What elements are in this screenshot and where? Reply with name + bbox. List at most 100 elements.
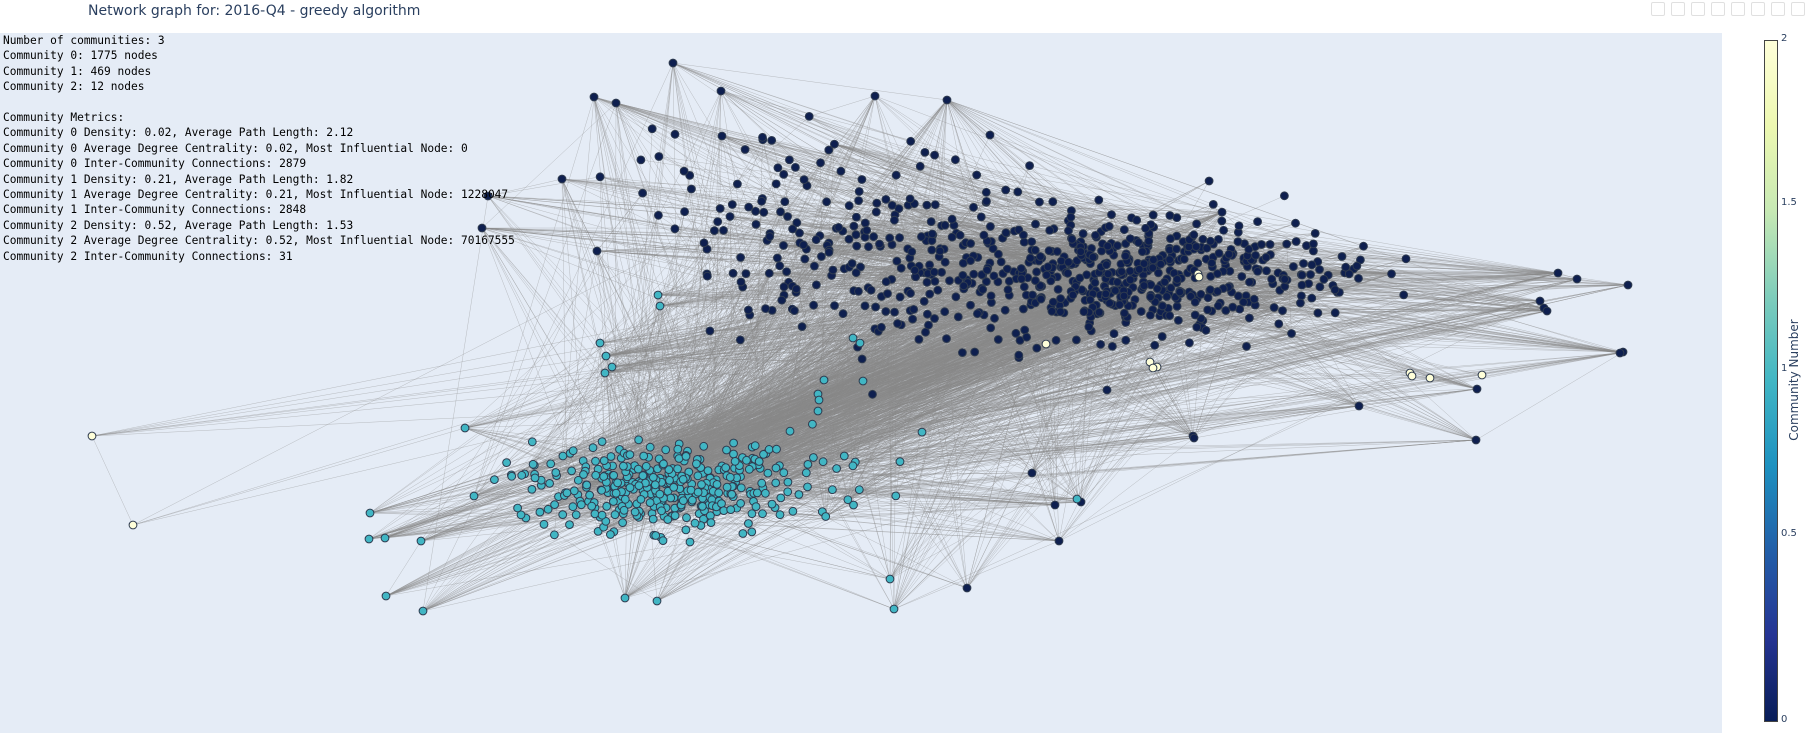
graph-node-community-0[interactable] xyxy=(1213,269,1222,279)
graph-node-community-1[interactable] xyxy=(828,485,837,495)
graph-node-community-0[interactable] xyxy=(891,170,901,180)
graph-node-community-1[interactable] xyxy=(639,451,649,461)
graph-node-community-0[interactable] xyxy=(788,224,797,234)
graph-node-community-0[interactable] xyxy=(1297,270,1307,280)
network-graph[interactable] xyxy=(0,33,1722,733)
graph-node-community-2[interactable] xyxy=(1477,370,1487,380)
graph-node-community-0[interactable] xyxy=(940,220,950,230)
graph-node-community-0[interactable] xyxy=(981,187,991,197)
graph-node-community-1[interactable] xyxy=(819,375,829,385)
graph-node-community-0[interactable] xyxy=(764,268,774,278)
graph-node-community-0[interactable] xyxy=(996,257,1006,267)
graph-node-community-0[interactable] xyxy=(824,145,834,155)
graph-node-community-1[interactable] xyxy=(625,483,635,493)
graph-node-community-0[interactable] xyxy=(780,197,790,207)
graph-node-community-0[interactable] xyxy=(1297,280,1307,290)
graph-node-community-0[interactable] xyxy=(1019,304,1028,314)
graph-node-community-1[interactable] xyxy=(744,519,753,528)
graph-node-community-1[interactable] xyxy=(722,445,731,455)
graph-node-community-0[interactable] xyxy=(1319,274,1329,284)
graph-node-community-0[interactable] xyxy=(799,240,808,250)
graph-node-community-1[interactable] xyxy=(658,536,668,546)
graph-node-community-1[interactable] xyxy=(688,495,697,505)
graph-node-community-0[interactable] xyxy=(735,335,745,345)
graph-node-community-1[interactable] xyxy=(895,457,905,467)
graph-node-community-0[interactable] xyxy=(979,230,989,240)
graph-node-community-0[interactable] xyxy=(890,307,899,317)
graph-node-community-0[interactable] xyxy=(1020,325,1030,335)
graph-node-community-1[interactable] xyxy=(562,488,572,498)
graph-node-community-0[interactable] xyxy=(1196,289,1206,299)
graph-node-community-0[interactable] xyxy=(881,277,891,287)
graph-node-community-0[interactable] xyxy=(670,129,680,139)
graph-node-community-0[interactable] xyxy=(854,196,863,206)
graph-node-community-0[interactable] xyxy=(854,187,864,196)
graph-node-community-0[interactable] xyxy=(1213,301,1223,311)
graph-node-community-0[interactable] xyxy=(741,269,751,279)
graph-node-community-1[interactable] xyxy=(652,596,662,606)
graph-node-community-0[interactable] xyxy=(922,200,932,210)
graph-node-community-0[interactable] xyxy=(1141,223,1150,233)
graph-node-community-0[interactable] xyxy=(866,285,876,295)
graph-node-community-0[interactable] xyxy=(1214,249,1224,258)
graph-node-community-0[interactable] xyxy=(1105,298,1114,308)
graph-node-community-2[interactable] xyxy=(1407,371,1417,381)
graph-node-community-1[interactable] xyxy=(747,509,757,519)
graph-node-community-0[interactable] xyxy=(907,247,917,257)
graph-node-community-1[interactable] xyxy=(752,488,762,498)
graph-node-community-0[interactable] xyxy=(1165,255,1175,265)
graph-node-community-0[interactable] xyxy=(881,195,891,204)
graph-node-community-0[interactable] xyxy=(877,322,886,332)
graph-node-community-1[interactable] xyxy=(469,491,479,501)
graph-node-community-1[interactable] xyxy=(699,441,709,451)
graph-node-community-0[interactable] xyxy=(942,95,952,105)
graph-node-community-0[interactable] xyxy=(1202,243,1212,253)
graph-node-community-0[interactable] xyxy=(1119,225,1129,235)
graph-node-community-0[interactable] xyxy=(1313,308,1323,318)
graph-node-community-1[interactable] xyxy=(809,453,818,462)
graph-node-community-0[interactable] xyxy=(926,217,936,227)
graph-node-community-0[interactable] xyxy=(917,232,926,242)
graph-node-community-0[interactable] xyxy=(1359,241,1368,251)
graph-node-community-1[interactable] xyxy=(690,518,700,528)
graph-node-community-1[interactable] xyxy=(858,376,868,386)
graph-node-community-0[interactable] xyxy=(1046,276,1056,286)
graph-node-community-0[interactable] xyxy=(893,319,902,328)
graph-node-community-1[interactable] xyxy=(599,456,609,466)
graph-node-community-0[interactable] xyxy=(1115,300,1124,310)
graph-node-community-1[interactable] xyxy=(843,495,853,505)
graph-node-community-1[interactable] xyxy=(613,478,622,488)
graph-node-community-1[interactable] xyxy=(839,451,849,461)
graph-node-community-1[interactable] xyxy=(558,510,568,520)
graph-node-community-0[interactable] xyxy=(1245,277,1254,287)
graph-node-community-0[interactable] xyxy=(1280,274,1290,284)
graph-node-community-0[interactable] xyxy=(779,241,788,250)
graph-node-community-0[interactable] xyxy=(1203,293,1213,303)
graph-node-community-1[interactable] xyxy=(507,471,517,481)
graph-node-community-0[interactable] xyxy=(1172,302,1182,311)
graph-node-community-1[interactable] xyxy=(661,445,671,455)
graph-node-community-1[interactable] xyxy=(818,457,828,467)
graph-node-community-0[interactable] xyxy=(797,322,807,332)
graph-node-community-1[interactable] xyxy=(673,464,682,474)
graph-node-community-1[interactable] xyxy=(891,491,901,501)
graph-node-community-0[interactable] xyxy=(910,265,920,275)
graph-node-community-0[interactable] xyxy=(1047,306,1057,316)
graph-node-community-0[interactable] xyxy=(922,277,932,287)
graph-node-community-0[interactable] xyxy=(958,258,968,268)
graph-node-community-0[interactable] xyxy=(744,305,753,315)
graph-node-community-0[interactable] xyxy=(1103,241,1113,251)
graph-node-community-0[interactable] xyxy=(1233,237,1243,247)
graph-node-community-0[interactable] xyxy=(966,300,975,310)
graph-node-community-0[interactable] xyxy=(994,249,1003,259)
graph-node-community-0[interactable] xyxy=(687,184,696,194)
graph-node-community-0[interactable] xyxy=(896,263,906,273)
graph-node-community-1[interactable] xyxy=(590,509,600,519)
graph-node-community-0[interactable] xyxy=(1253,217,1262,227)
graph-node-community-0[interactable] xyxy=(976,212,986,222)
graph-node-community-0[interactable] xyxy=(1192,219,1201,229)
graph-node-community-0[interactable] xyxy=(1068,290,1078,300)
graph-node-community-1[interactable] xyxy=(513,503,522,513)
graph-node-community-1[interactable] xyxy=(636,495,646,504)
graph-node-community-0[interactable] xyxy=(1472,384,1482,394)
